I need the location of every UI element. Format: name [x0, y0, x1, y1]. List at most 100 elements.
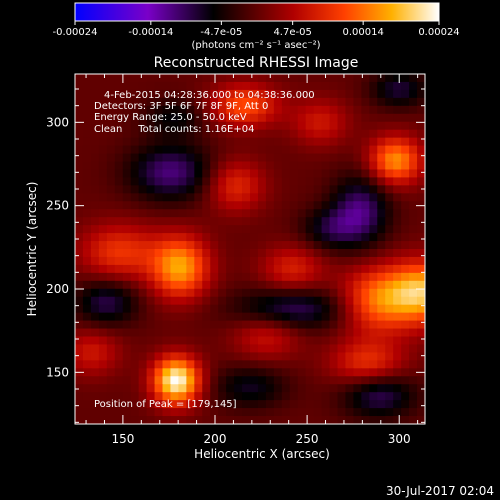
- heatmap-cell: [369, 249, 378, 258]
- heatmap-cell: [210, 129, 219, 139]
- heatmap-cell: [345, 336, 354, 345]
- heatmap-cell: [218, 304, 227, 314]
- heatmap-cell: [178, 384, 187, 393]
- heatmap-cell: [114, 280, 124, 290]
- heatmap-cell: [257, 225, 267, 234]
- heatmap-cell: [281, 272, 291, 282]
- heatmap-cell: [170, 400, 179, 409]
- heatmap-cell: [273, 81, 283, 91]
- heatmap-cell: [114, 384, 124, 393]
- heatmap-cell: [385, 145, 394, 154]
- heatmap-cell: [170, 392, 179, 401]
- heatmap-cell: [377, 304, 386, 314]
- heatmap-cell: [98, 304, 108, 314]
- heatmap-cell: [361, 280, 370, 290]
- heatmap-cell: [329, 209, 338, 218]
- heatmap-cell: [385, 280, 394, 290]
- heatmap-cell: [162, 169, 171, 178]
- heatmap-cell: [265, 209, 275, 218]
- heatmap-cell: [178, 392, 187, 401]
- heatmap-cell: [186, 280, 195, 290]
- heatmap-cell: [353, 74, 362, 83]
- heatmap-cell: [146, 272, 155, 282]
- heatmap-cell: [297, 113, 307, 123]
- heatmap-cell: [265, 161, 275, 170]
- heatmap-cell: [154, 145, 163, 154]
- heatmap-cell: [106, 185, 116, 194]
- heatmap-cell: [257, 201, 267, 210]
- heatmap-cell: [146, 304, 155, 314]
- heatmap-cell: [409, 209, 418, 218]
- heatmap-cell: [178, 145, 187, 154]
- heatmap-cell: [170, 280, 179, 290]
- heatmap-cell: [377, 256, 386, 266]
- heatmap-cell: [146, 193, 155, 202]
- heatmap-cell: [273, 328, 283, 337]
- heatmap-cell: [361, 193, 370, 202]
- heatmap-cell: [289, 312, 299, 321]
- heatmap-cell: [138, 121, 147, 131]
- heatmap-cell: [130, 352, 140, 361]
- heatmap-cell: [281, 129, 291, 139]
- heatmap-cell: [162, 161, 171, 170]
- heatmap-cell: [75, 113, 84, 123]
- heatmap-cell: [162, 328, 171, 337]
- heatmap-cell: [329, 320, 338, 329]
- heatmap-cell: [297, 105, 307, 115]
- heatmap-cell: [82, 368, 92, 377]
- heatmap-cell: [146, 185, 155, 194]
- heatmap-cell: [146, 249, 155, 258]
- heatmap-cell: [273, 153, 283, 162]
- heatmap-cell: [289, 137, 299, 146]
- heatmap-cell: [170, 105, 179, 115]
- heatmap-cell: [162, 74, 171, 83]
- heatmap-cell: [226, 368, 235, 377]
- heatmap-cell: [297, 225, 307, 234]
- heatmap-cell: [305, 280, 315, 290]
- heatmap-cell: [329, 161, 338, 170]
- heatmap-cell: [393, 368, 402, 377]
- heatmap-cell: [186, 185, 195, 194]
- heatmap-cell: [385, 392, 394, 401]
- heatmap-cell: [377, 312, 386, 321]
- heatmap-cell: [273, 185, 283, 194]
- heatmap-cell: [194, 185, 203, 194]
- heatmap-cell: [329, 344, 338, 353]
- heatmap-cell: [154, 121, 163, 131]
- heatmap-cell: [226, 264, 235, 274]
- heatmap-cell: [130, 280, 140, 290]
- heatmap-cell: [321, 201, 330, 210]
- heatmap-cell: [98, 161, 108, 170]
- heatmap-cell: [393, 74, 402, 83]
- heatmap-cell: [162, 129, 171, 139]
- heatmap-cell: [186, 249, 195, 258]
- heatmap-cell: [289, 217, 299, 226]
- heatmap-cell: [313, 129, 322, 139]
- heatmap-cell: [401, 384, 410, 393]
- heatmap-cell: [281, 416, 291, 425]
- heatmap-cell: [273, 113, 283, 123]
- heatmap-cell: [289, 272, 299, 282]
- heatmap-cell: [218, 169, 227, 178]
- heatmap-cell: [162, 217, 171, 226]
- heatmap-cell: [146, 233, 155, 242]
- heatmap-cell: [329, 280, 338, 290]
- heatmap-cell: [75, 256, 84, 266]
- heatmap-cell: [377, 137, 386, 146]
- heatmap-cell: [401, 145, 410, 154]
- heatmap-cell: [106, 280, 116, 290]
- heatmap-cell: [393, 392, 402, 401]
- heatmap-cell: [170, 336, 179, 345]
- heatmap-cell: [90, 97, 100, 107]
- heatmap-cell: [106, 113, 116, 123]
- heatmap-cell: [361, 241, 370, 250]
- heatmap-cell: [417, 113, 426, 123]
- heatmap-cell: [257, 304, 267, 314]
- heatmap-cell: [218, 241, 227, 250]
- heatmap-cell: [146, 368, 155, 377]
- heatmap-cell: [385, 352, 394, 361]
- heatmap-cell: [393, 344, 402, 353]
- heatmap-cell: [273, 384, 283, 393]
- heatmap-cell: [138, 185, 147, 194]
- heatmap-cell: [289, 304, 299, 314]
